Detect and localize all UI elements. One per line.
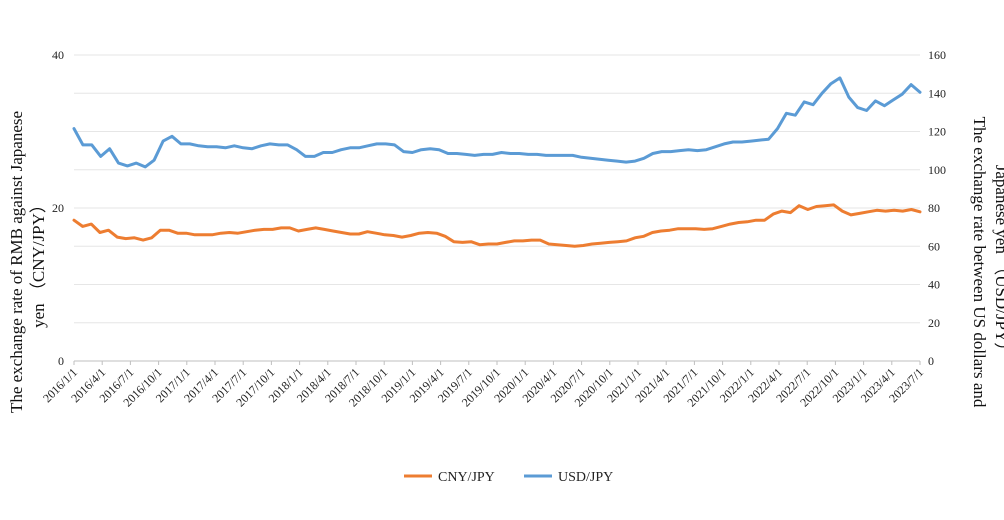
left-tick-label: 0 [58,354,64,368]
right-tick-label: 140 [928,86,946,100]
axes [73,360,921,365]
legend-label-cny-jpy: CNY/JPY [438,470,495,485]
gridlines [74,54,920,324]
right-tick-label: 80 [928,201,940,215]
left-tick-label: 20 [52,201,64,215]
series-line-usd-jpy [72,76,922,169]
series-lines [72,76,922,248]
legend-label-usd-jpy: USD/JPY [558,470,613,485]
left-tick-label: 40 [52,48,64,62]
right-tick-label: 0 [928,354,934,368]
right-axis-title-line1: The exchange rate between US dollars and [970,117,989,408]
series-line-cny-jpy [72,203,922,248]
right-tick-label: 120 [928,125,946,139]
left-axis-title-line1: The exchange rate of RMB against Japanes… [7,111,26,413]
right-tick-label: 100 [928,163,946,177]
right-tick-label: 60 [928,239,940,253]
right-tick-label: 20 [928,316,940,330]
right-tick-label: 160 [928,48,946,62]
right-tick-label: 40 [928,278,940,292]
left-axis-title-line2: yen （CNY/JPY） [29,196,48,328]
legend: CNY/JPY USD/JPY [404,470,613,485]
right-axis-title-line2: Japanese yen （USD/JPY） [992,165,1004,360]
